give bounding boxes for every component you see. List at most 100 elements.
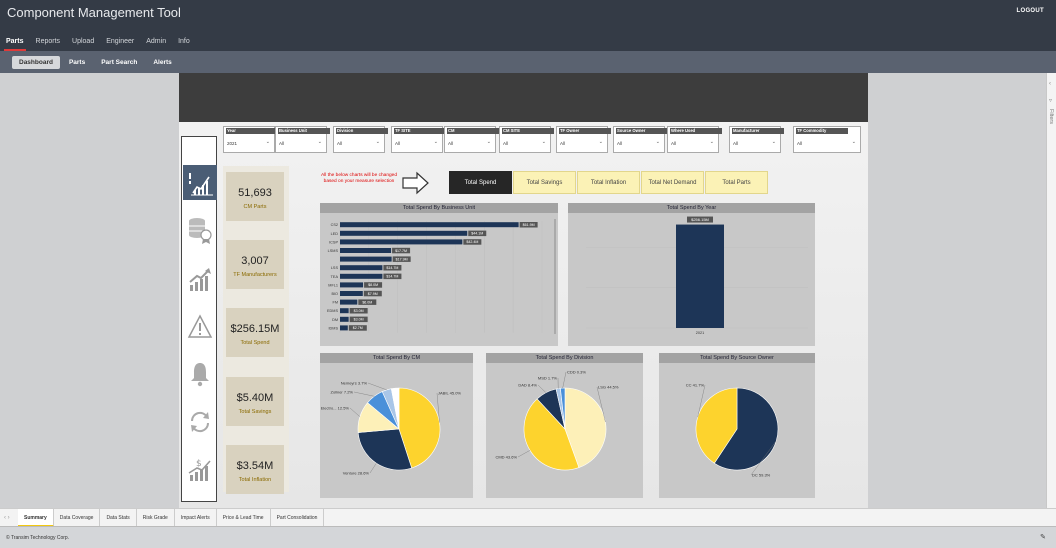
- dashboard-chart-icon[interactable]: [183, 165, 217, 200]
- measure-total-parts-button[interactable]: Total Parts: [705, 171, 768, 194]
- slicer-value: All: [503, 141, 509, 146]
- chevron-down-icon[interactable]: ⌄: [375, 139, 380, 145]
- nav-upload[interactable]: Upload: [72, 38, 95, 45]
- data-label: $14.7M: [386, 266, 398, 270]
- page-tab-risk-grade[interactable]: Risk Grade: [137, 508, 175, 527]
- bar[interactable]: [340, 299, 358, 305]
- chevron-down-icon[interactable]: ⌄: [771, 139, 776, 145]
- chevron-down-icon[interactable]: ⌄: [265, 139, 270, 145]
- bar[interactable]: [340, 239, 463, 245]
- bar[interactable]: [676, 224, 724, 328]
- slicer-where-used[interactable]: Where Used All ⌄: [667, 126, 722, 153]
- slicer-business-unit[interactable]: Business Unit All ⌄: [275, 126, 330, 153]
- spend-by-source-owner-chart[interactable]: Total Spend By Source Owner DC 59.3% CC 4…: [659, 353, 815, 498]
- subnav-parts[interactable]: Parts: [68, 58, 86, 66]
- cm-pie-chart[interactable]: JABIL 45.0% Venture 28.6% TT Electro... 12…: [320, 363, 473, 498]
- year-bar-chart[interactable]: $256.15M 2021: [568, 213, 815, 346]
- spend-by-cm-chart[interactable]: Total Spend By CM JABIL 45.0% Venture 28.…: [320, 353, 473, 498]
- business-unit-bar-chart[interactable]: CS2 $61.9M LED $44.1M ICSP $42.4M LSMS $17.7M $1…: [320, 213, 558, 346]
- bar[interactable]: [340, 248, 392, 253]
- chart-title: Total Spend By CM: [320, 353, 473, 363]
- refresh-icon[interactable]: [187, 407, 213, 437]
- bar[interactable]: [340, 308, 349, 314]
- nav-admin[interactable]: Admin: [146, 38, 167, 45]
- nav-info[interactable]: Info: [178, 38, 190, 45]
- nav-parts[interactable]: Parts: [0, 36, 30, 51]
- source-owner-pie-chart[interactable]: DC 59.3% CC 41.7%: [659, 363, 815, 498]
- measure-total-inflation-button[interactable]: Total Inflation: [577, 171, 640, 194]
- slicer-tf-site[interactable]: TF SITE All ⌄: [391, 126, 446, 153]
- database-badge-icon[interactable]: [187, 215, 213, 245]
- nav-engineer[interactable]: Engineer: [106, 38, 135, 45]
- trend-up-chart-icon[interactable]: [187, 265, 213, 295]
- bell-icon[interactable]: [187, 359, 213, 389]
- chevron-down-icon[interactable]: ⌄: [541, 139, 546, 145]
- report-banner: [179, 73, 868, 122]
- page-tab-data-stats[interactable]: Data Stats: [100, 508, 137, 527]
- chart-title: Total Spend By Year: [568, 203, 815, 213]
- category-label: FM: [333, 301, 338, 305]
- pie-slice[interactable]: [523, 398, 580, 471]
- filters-pane[interactable]: ‹ ▿ Filters: [1046, 73, 1056, 508]
- bar[interactable]: [340, 291, 363, 296]
- spend-by-division-chart[interactable]: Total Spend By Division LSG 44.5% CMD 43.…: [486, 353, 643, 498]
- measure-total-spend-button[interactable]: Total Spend: [449, 171, 512, 194]
- bar[interactable]: [340, 222, 519, 228]
- data-label-bg: [349, 316, 368, 323]
- slice-label: CDD 0.3%: [567, 370, 586, 375]
- measure-total-net-demand-button[interactable]: Total Net Demand: [641, 171, 704, 194]
- subnav-dashboard[interactable]: Dashboard: [12, 55, 60, 69]
- bar[interactable]: [340, 256, 392, 262]
- chart-title: Total Spend By Business Unit: [320, 203, 558, 213]
- nav-reports[interactable]: Reports: [35, 38, 61, 45]
- data-label: $3.0M: [354, 318, 364, 322]
- slicer-cm-site[interactable]: CM SITE All ⌄: [499, 126, 554, 153]
- chevron-down-icon[interactable]: ⌄: [851, 139, 856, 145]
- pie-slice[interactable]: [390, 387, 400, 430]
- bar[interactable]: [340, 316, 349, 322]
- chevron-down-icon[interactable]: ⌄: [486, 139, 491, 145]
- slicer-tf-commodity[interactable]: TF Commodity All ⌄: [793, 126, 861, 153]
- bar[interactable]: [340, 325, 348, 331]
- page-nav-arrows[interactable]: ‹ ›: [4, 514, 10, 521]
- chevron-down-icon[interactable]: ⌄: [598, 139, 603, 145]
- page-tab-impact-alerts[interactable]: Impact Alerts: [175, 508, 217, 527]
- chevron-down-icon[interactable]: ⌄: [709, 139, 714, 145]
- chevron-left-icon[interactable]: ‹: [1049, 81, 1051, 87]
- logout-link[interactable]: LOGOUT: [1016, 8, 1044, 14]
- slicer-source-owner[interactable]: Source Owner All ⌄: [613, 126, 668, 153]
- measure-total-savings-button[interactable]: Total Savings: [513, 171, 576, 194]
- subnav-part-search[interactable]: Part Search: [101, 58, 138, 66]
- category-label: BIO: [331, 292, 338, 296]
- slicer-year[interactable]: Year 2021 ⌄: [223, 126, 278, 153]
- copyright: © Transim Technology Corp.: [6, 535, 70, 541]
- page-tab-summary[interactable]: Summary: [18, 508, 54, 527]
- page-tab-part-consolidation[interactable]: Part Consolidation: [271, 508, 325, 527]
- feedback-icon[interactable]: ✎: [1040, 534, 1046, 541]
- pie-slice[interactable]: [357, 428, 413, 471]
- chevron-down-icon[interactable]: ⌄: [317, 139, 322, 145]
- slicer-manufacturer[interactable]: Manufacturer All ⌄: [729, 126, 784, 153]
- bar[interactable]: [340, 265, 383, 271]
- svg-text:$: $: [196, 459, 202, 469]
- subnav-alerts[interactable]: Alerts: [153, 58, 172, 66]
- bar[interactable]: [340, 282, 364, 288]
- spend-by-year-chart[interactable]: Total Spend By Year $256.15M 2021: [568, 203, 815, 346]
- bar[interactable]: [340, 230, 468, 236]
- slicer-division[interactable]: Division All ⌄: [333, 126, 388, 153]
- leader-line: [367, 382, 387, 391]
- spend-by-business-unit-chart[interactable]: Total Spend By Business Unit CS2 $61.9M LE…: [320, 203, 558, 346]
- scrollbar[interactable]: [554, 219, 556, 334]
- warning-icon[interactable]: [187, 312, 213, 342]
- chevron-down-icon[interactable]: ⌄: [655, 139, 660, 145]
- chevron-down-icon[interactable]: ⌄: [433, 139, 438, 145]
- slicer-tf-owner[interactable]: TF Owner All ⌄: [556, 126, 611, 153]
- money-chart-icon[interactable]: $: [187, 455, 213, 485]
- kpi-label: TF Manufacturers: [233, 272, 277, 278]
- bar[interactable]: [340, 273, 383, 279]
- page-tab-data-coverage[interactable]: Data Coverage: [54, 508, 101, 527]
- measure-selector: Total Spend Total Savings Total Inflation T…: [449, 171, 769, 194]
- slicer-cm[interactable]: CM All ⌄: [444, 126, 499, 153]
- page-tab-price-lead-time[interactable]: Price & Lead Time: [217, 508, 271, 527]
- division-pie-chart[interactable]: LSG 44.5% CMD 43.6% DAD 8.4%MSD 1.7% CDD 0.…: [486, 363, 643, 498]
